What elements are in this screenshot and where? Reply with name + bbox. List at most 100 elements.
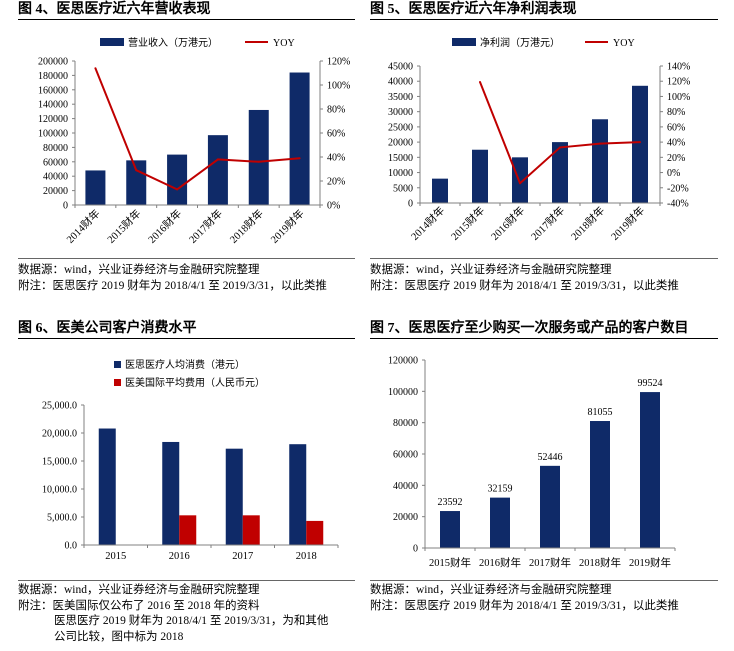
footnote: 附注：医美国际仅公布了 2016 至 2018 年的资料: [18, 599, 260, 612]
bar: [640, 392, 660, 548]
bar: [242, 515, 260, 545]
legend-label: YOY: [273, 38, 295, 49]
yoy-point: [479, 80, 481, 83]
y-tick-label-left: 0: [413, 544, 418, 555]
y-tick-label-right: -20%: [667, 183, 689, 194]
footnotes: 数据源：wind，兴业证券经济与金融研究院整理 附注：医思医疗 2019 财年为…: [370, 263, 718, 294]
figure-caption: 图 7、医思医疗至少购买一次服务或产品的客户数目: [370, 320, 718, 339]
y-tick-label-right: 140%: [667, 62, 690, 73]
y-tick-label-left: 25000: [388, 122, 413, 133]
y-tick-label-left: 60000: [43, 157, 68, 168]
yoy-point: [559, 146, 561, 149]
figure-caption: 图 5、医思医疗近六年净利润表现: [370, 1, 718, 20]
footnotes: 数据源：wind，兴业证券经济与金融研究院整理 附注：医美国际仅公布了 2016…: [18, 583, 355, 645]
data-label: 81055: [588, 407, 613, 418]
x-tick-label: 2017: [232, 551, 253, 562]
x-tick-label: 2015财年: [429, 556, 471, 569]
bar: [632, 85, 648, 203]
y-tick-label-left: 120000: [38, 114, 68, 125]
legend-label: 净利润（万港元）: [480, 36, 560, 49]
figure-7: 图 7、医思医疗至少购买一次服务或产品的客户数目 数据源：wind，兴业证券经济…: [370, 320, 718, 650]
y-tick-label-right: 0%: [327, 201, 340, 212]
footnote-divider: [18, 258, 355, 259]
y-tick-label-right: 120%: [667, 77, 690, 88]
y-tick-label-left: 35000: [388, 92, 413, 103]
legend-label: 营业收入（万港元）: [128, 36, 218, 49]
bar: [225, 448, 243, 545]
y-tick-label-left: 100000: [38, 129, 68, 140]
yoy-point: [135, 169, 138, 172]
data-label: 23592: [438, 497, 463, 508]
footnote: 附注：医思医疗 2019 财年为 2018/4/1 至 2019/3/31，以此…: [18, 279, 327, 292]
footnotes: 数据源：wind，兴业证券经济与金融研究院整理 附注：医思医疗 2019 财年为…: [18, 263, 355, 294]
yoy-point: [298, 157, 301, 160]
bar: [592, 119, 608, 203]
y-tick-label-right: 0%: [667, 168, 680, 179]
yoy-line: [94, 67, 300, 191]
y-tick-label-left: 180000: [38, 71, 68, 82]
y-tick-label-left: 100000: [388, 387, 418, 398]
figure-caption: 图 6、医美公司客户消费水平: [18, 320, 355, 339]
y-tick-label-left: 80000: [393, 418, 418, 429]
y-tick-label-left: 0.0: [65, 541, 78, 552]
figure-6: 图 6、医美公司客户消费水平 数据源：wind，兴业证券经济与金融研究院整理 附…: [18, 320, 355, 650]
footnote-divider: [18, 580, 355, 581]
x-tick-label: 2016财年: [479, 556, 521, 569]
y-tick-label-left: 20,000.0: [42, 429, 77, 440]
x-tick-label: 2019财年: [629, 556, 671, 569]
footnote-divider: [370, 580, 718, 581]
bar: [440, 511, 460, 548]
y-tick-label-left: 160000: [38, 85, 68, 96]
y-tick-label-left: 5,000.0: [47, 513, 77, 524]
y-tick-label-left: 0: [408, 199, 413, 210]
data-source-note: 数据源：wind，兴业证券经济与金融研究院整理: [370, 584, 612, 596]
y-tick-label-left: 80000: [43, 143, 68, 154]
x-tick-label: 2018财年: [579, 556, 621, 569]
data-source-note: 数据源：wind，兴业证券经济与金融研究院整理: [18, 264, 260, 276]
yoy-point: [94, 67, 97, 70]
x-tick-label: 2018: [296, 551, 317, 562]
y-tick-label-right: -40%: [667, 199, 689, 210]
legend-label: 医美国际平均费用（人民币元）: [125, 376, 265, 389]
y-tick-label-left: 40000: [393, 481, 418, 492]
bar: [540, 465, 560, 548]
bar: [162, 441, 180, 545]
figure-5: 图 5、医思医疗近六年净利润表现 数据源：wind，兴业证券经济与金融研究院整理…: [370, 1, 718, 301]
yoy-point: [176, 188, 179, 191]
y-tick-label-right: 80%: [667, 107, 685, 118]
data-label: 99524: [638, 378, 663, 389]
y-tick-label-left: 120000: [388, 356, 418, 367]
bar: [289, 72, 310, 206]
yoy-point: [519, 182, 521, 185]
bar: [179, 515, 197, 545]
y-tick-label-left: 10000: [388, 168, 413, 179]
legend-bar-swatch: [100, 38, 124, 46]
y-tick-label-right: 20%: [327, 177, 345, 188]
y-tick-label-right: 60%: [327, 129, 345, 140]
y-tick-label-left: 10,000.0: [42, 485, 77, 496]
legend-swatch: [114, 379, 121, 386]
y-tick-label-right: 40%: [327, 153, 345, 164]
bar: [306, 520, 324, 545]
footnote-continuation: 公司比较，图中标为 2018: [54, 630, 184, 643]
y-tick-label-right: 40%: [667, 138, 685, 149]
bar: [472, 149, 488, 203]
yoy-point: [216, 158, 219, 161]
bar: [98, 428, 116, 545]
footnote-continuation: 医思医疗 2019 财年为 2018/4/1 至 2019/3/31，为和其他: [54, 615, 329, 627]
chart-7: 23592 32159 52446 81055 99524 0 20000 40000 6000…: [388, 356, 676, 569]
y-tick-label-left: 60000: [393, 450, 418, 461]
data-label: 32159: [488, 484, 513, 495]
footnote: 附注：医思医疗 2019 财年为 2018/4/1 至 2019/3/31，以此…: [370, 599, 679, 612]
yoy-point: [257, 160, 260, 163]
footnote-divider: [370, 258, 718, 259]
y-tick-label-left: 200000: [38, 57, 68, 68]
legend-bar-swatch: [452, 38, 476, 46]
bar: [167, 154, 188, 205]
y-tick-label-left: 20000: [43, 186, 68, 197]
footnotes: 数据源：wind，兴业证券经济与金融研究院整理 附注：医思医疗 2019 财年为…: [370, 583, 718, 614]
chart-6: 0.0 5,000.0 10,000.0 15,000.0 20,000.0 25,000…: [42, 358, 339, 562]
footnote: 附注：医思医疗 2019 财年为 2018/4/1 至 2019/3/31，以此…: [370, 279, 679, 292]
